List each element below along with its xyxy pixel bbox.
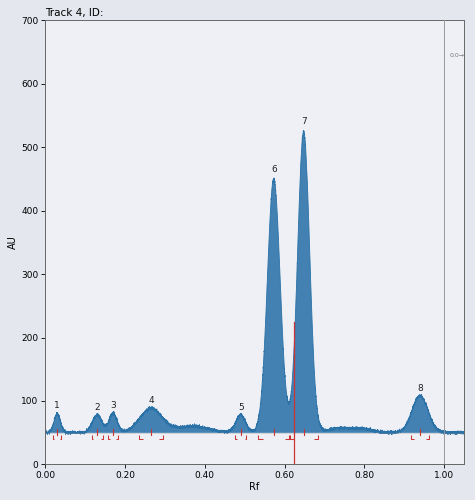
- Text: 8: 8: [417, 384, 423, 392]
- Text: 1: 1: [55, 402, 60, 410]
- Text: 7: 7: [301, 118, 306, 126]
- Text: 2: 2: [95, 402, 100, 411]
- Y-axis label: AU: AU: [9, 236, 19, 250]
- Text: 4: 4: [148, 396, 154, 406]
- Text: 3: 3: [110, 402, 116, 410]
- Text: 5: 5: [238, 402, 244, 411]
- X-axis label: Rf: Rf: [249, 482, 260, 492]
- Text: Track 4, ID:: Track 4, ID:: [45, 8, 104, 18]
- Text: 0.0→: 0.0→: [450, 53, 465, 58]
- Text: 6: 6: [271, 165, 276, 174]
